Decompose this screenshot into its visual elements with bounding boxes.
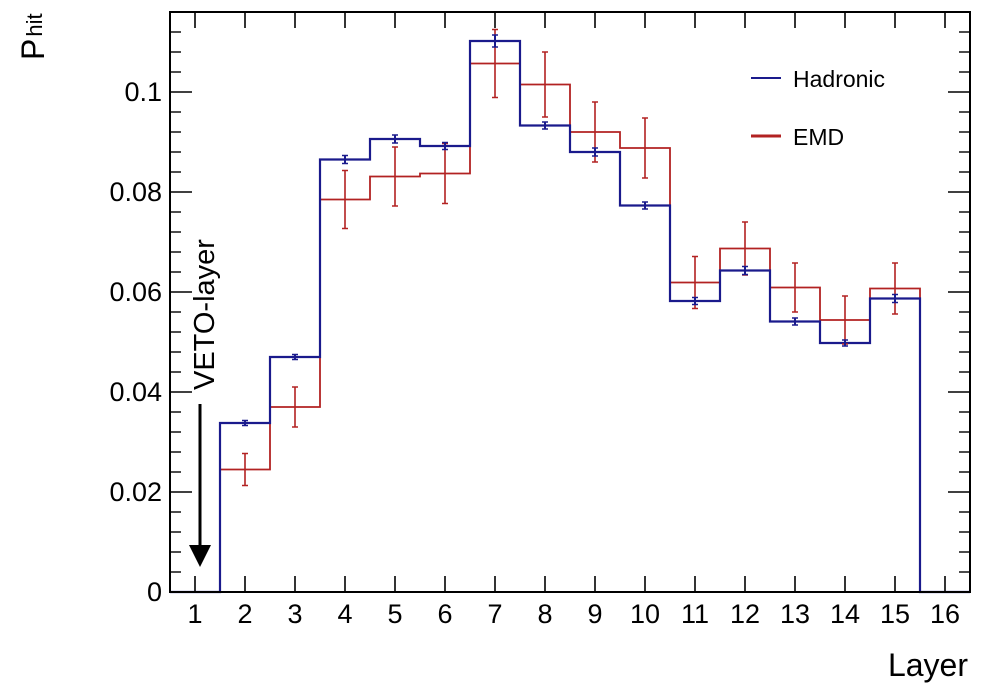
x-tick-label-7: 7	[487, 599, 502, 629]
x-tick-label-8: 8	[537, 599, 552, 629]
x-tick-label-13: 13	[780, 599, 810, 629]
veto-layer-label: VETO-layer	[189, 239, 221, 390]
x-tick-label-2: 2	[237, 599, 252, 629]
x-tick-label-14: 14	[830, 599, 860, 629]
veto-arrow-head	[189, 545, 211, 567]
x-tick-label-10: 10	[630, 599, 660, 629]
y-tick-label-5: 0.1	[124, 77, 162, 107]
y-tick-label-1: 0.02	[109, 477, 162, 507]
y-tick-label-2: 0.04	[109, 377, 162, 407]
legend: Hadronic EMD	[751, 66, 885, 150]
x-tick-label-6: 6	[437, 599, 452, 629]
y-axis-title-main: P	[15, 39, 51, 60]
histogram-bars	[170, 39, 970, 594]
y-axis-title-sub: hit	[22, 13, 47, 36]
y-tick-label-4: 0.08	[109, 177, 162, 207]
veto-layer-annotation: VETO-layer	[189, 239, 221, 567]
y-tick-label-0: 0	[147, 577, 162, 607]
legend-emd-label: EMD	[793, 124, 844, 150]
y-axis-title: Phit	[15, 13, 51, 60]
x-tick-label-11: 11	[681, 599, 709, 629]
x-axis-title: Layer	[888, 647, 968, 683]
emd-step-line	[170, 62, 970, 593]
error-bars	[242, 28, 898, 487]
x-tick-label-1: 1	[187, 599, 202, 629]
tick-labels: 1 2 3 4 5 6 7 8 9 10 11 12 13 14 15 1600.020.040.060.08…	[109, 77, 960, 629]
hadronic-step-line	[170, 39, 970, 594]
y-tick-label-3: 0.06	[109, 277, 162, 307]
x-tick-label-4: 4	[337, 599, 352, 629]
x-tick-label-16: 16	[930, 599, 960, 629]
x-tick-label-15: 15	[880, 599, 910, 629]
x-tick-label-3: 3	[287, 599, 302, 629]
axis-ticks	[170, 12, 970, 593]
x-tick-label-5: 5	[387, 599, 402, 629]
legend-hadronic-label: Hadronic	[793, 66, 885, 92]
x-tick-label-12: 12	[730, 599, 760, 629]
x-tick-label-9: 9	[587, 599, 602, 629]
plot-frame	[169, 11, 971, 593]
